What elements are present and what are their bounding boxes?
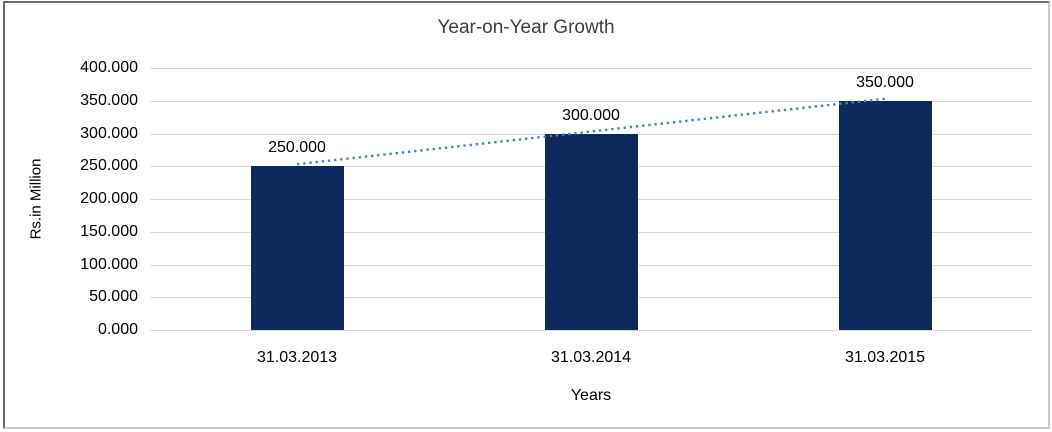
x-category-label: 31.03.2013 [256,349,338,366]
y-tick-label: 100.000 [80,255,138,273]
y-tick-label: 200.000 [80,190,138,207]
x-axis-title: Years [570,387,612,404]
bar [544,133,638,330]
bar [838,100,932,330]
chart-title: Year-on-Year Growth [437,17,615,38]
y-tick-label: 150.000 [80,222,138,240]
y-tick-label: 350.000 [80,91,138,109]
bar-value-label: 300.000 [562,106,620,124]
y-tick-label: 250.000 [80,157,138,175]
gridline [150,330,1032,331]
y-tick-label: 300.000 [80,124,138,142]
y-tick-label: 0.000 [97,321,138,338]
y-tick-label: 50.000 [89,288,138,306]
bar-value-label: 250.000 [268,139,326,157]
x-category-label: 31.03.2014 [550,349,632,366]
bar [250,166,344,330]
y-tick-label: 400.000 [80,59,138,76]
gridline [150,68,1032,69]
x-category-label: 31.03.2015 [844,349,926,366]
bar-value-label: 350.000 [856,73,914,91]
